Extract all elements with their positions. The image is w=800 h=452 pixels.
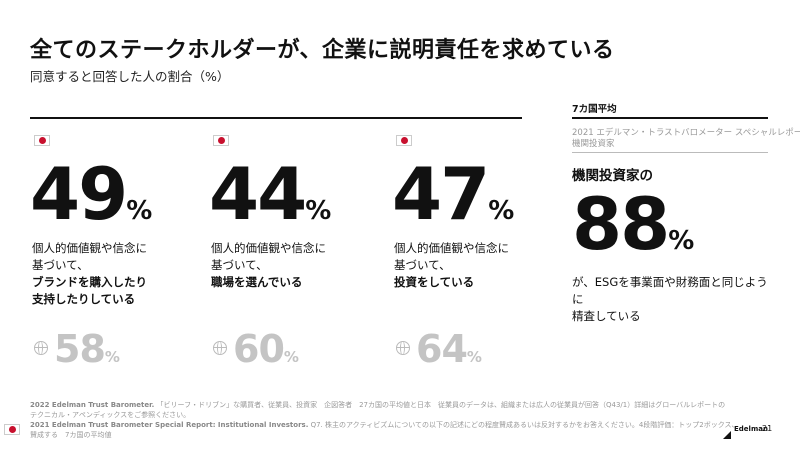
column-2-global-value: 60: [233, 327, 285, 371]
column-3-global-stat: 64%: [416, 330, 482, 368]
footnote-line3: Q7. 株主のアクティビズムについての以下の記述にどの程度賛成あるいは反対するか…: [310, 421, 739, 429]
footnote-line2: テクニカル・アペンディックスをご参照ください。: [30, 411, 191, 419]
footnote-source-2: 2021 Edelman Trust Barometer Special Rep…: [30, 421, 309, 429]
column-2-global-stat: 60%: [233, 330, 299, 368]
footnotes: 2022 Edelman Trust Barometer. 「ビリーフ・ドリブン…: [30, 400, 739, 440]
footnote-source-1: 2022 Edelman Trust Barometer.: [30, 401, 155, 409]
column-3-value: 47: [392, 152, 490, 236]
brand-name: Edelman: [734, 425, 768, 433]
side-report-divider: [572, 152, 768, 153]
main-divider: [30, 117, 522, 119]
column-1-global-stat: 58%: [54, 330, 120, 368]
side-report-line2: 機関投資家: [572, 139, 615, 149]
column-1-stat: 49%: [30, 158, 152, 230]
globe-icon: [33, 340, 48, 355]
side-description: が、ESGを事業面や財務面と同じように 精査している: [572, 274, 772, 325]
column-3-unit: %: [488, 196, 515, 226]
column-3-desc-line2: 基づいて、: [394, 258, 451, 272]
column-3-description: 個人的価値観や信念に 基づいて、 投資をしている: [394, 240, 564, 291]
column-2-description: 個人的価値観や信念に 基づいて、 職場を選んでいる: [211, 240, 381, 291]
footnote-line4: 賛成する 7カ国の平均値: [30, 431, 112, 439]
side-unit: %: [668, 226, 695, 256]
japan-flag-icon: [213, 135, 229, 146]
side-header: 7カ国平均: [572, 104, 617, 115]
column-1-global-value: 58: [54, 327, 106, 371]
column-3-global-value: 64: [416, 327, 468, 371]
column-3-desc-line1: 個人的価値観や信念に: [394, 241, 509, 255]
column-1-value: 49: [30, 152, 128, 236]
column-2-global-unit: %: [283, 348, 299, 366]
column-3-global-unit: %: [466, 348, 482, 366]
column-2-unit: %: [305, 196, 332, 226]
column-1-desc-bold1: ブランドを購入したり: [32, 275, 147, 289]
edelman-logo-icon: [722, 425, 732, 439]
column-2-desc-line1: 個人的価値観や信念に: [211, 241, 326, 255]
side-stat: 88%: [572, 188, 694, 260]
column-2-desc-line2: 基づいて、: [211, 258, 268, 272]
side-divider: [572, 117, 768, 119]
side-desc-line2: 精査している: [572, 309, 641, 323]
column-1-desc-line2: 基づいて、: [32, 258, 89, 272]
column-2-value: 44: [209, 152, 307, 236]
column-2-desc-bold1: 職場を選んでいる: [211, 275, 303, 289]
column-1-desc-bold2: 支持したりしている: [32, 292, 136, 306]
japan-flag-icon: [396, 135, 412, 146]
footnote-line1: 「ビリーフ・ドリブン」な購買者、従業員、投資家 企図答者 27カ国の平均値と日本…: [156, 401, 726, 409]
column-1-unit: %: [126, 196, 153, 226]
japan-flag-icon: [4, 424, 20, 435]
column-2-stat: 44%: [209, 158, 331, 230]
column-1-desc-line1: 個人的価値観や信念に: [32, 241, 147, 255]
column-3-desc-bold1: 投資をしている: [394, 275, 475, 289]
page-title: 全てのステークホルダーが、企業に説明責任を求めている: [30, 38, 615, 63]
side-value: 88: [572, 182, 670, 266]
page-subtitle: 同意すると回答した人の割合（%）: [30, 69, 230, 84]
column-1-description: 個人的価値観や信念に 基づいて、 ブランドを購入したり 支持したりしている: [32, 240, 202, 308]
page-number: 21: [762, 424, 773, 433]
side-label: 機関投資家の: [572, 168, 653, 184]
column-3-stat: 47%: [392, 158, 514, 230]
globe-icon: [395, 340, 410, 355]
japan-flag-icon: [34, 135, 50, 146]
globe-icon: [212, 340, 227, 355]
side-report-title: 2021 エデルマン・トラストバロメーター スペシャルレポート： 機関投資家: [572, 128, 800, 150]
side-desc-line1: が、ESGを事業面や財務面と同じように: [572, 275, 768, 306]
column-1-global-unit: %: [104, 348, 120, 366]
side-report-line1: 2021 エデルマン・トラストバロメーター スペシャルレポート：: [572, 128, 800, 138]
